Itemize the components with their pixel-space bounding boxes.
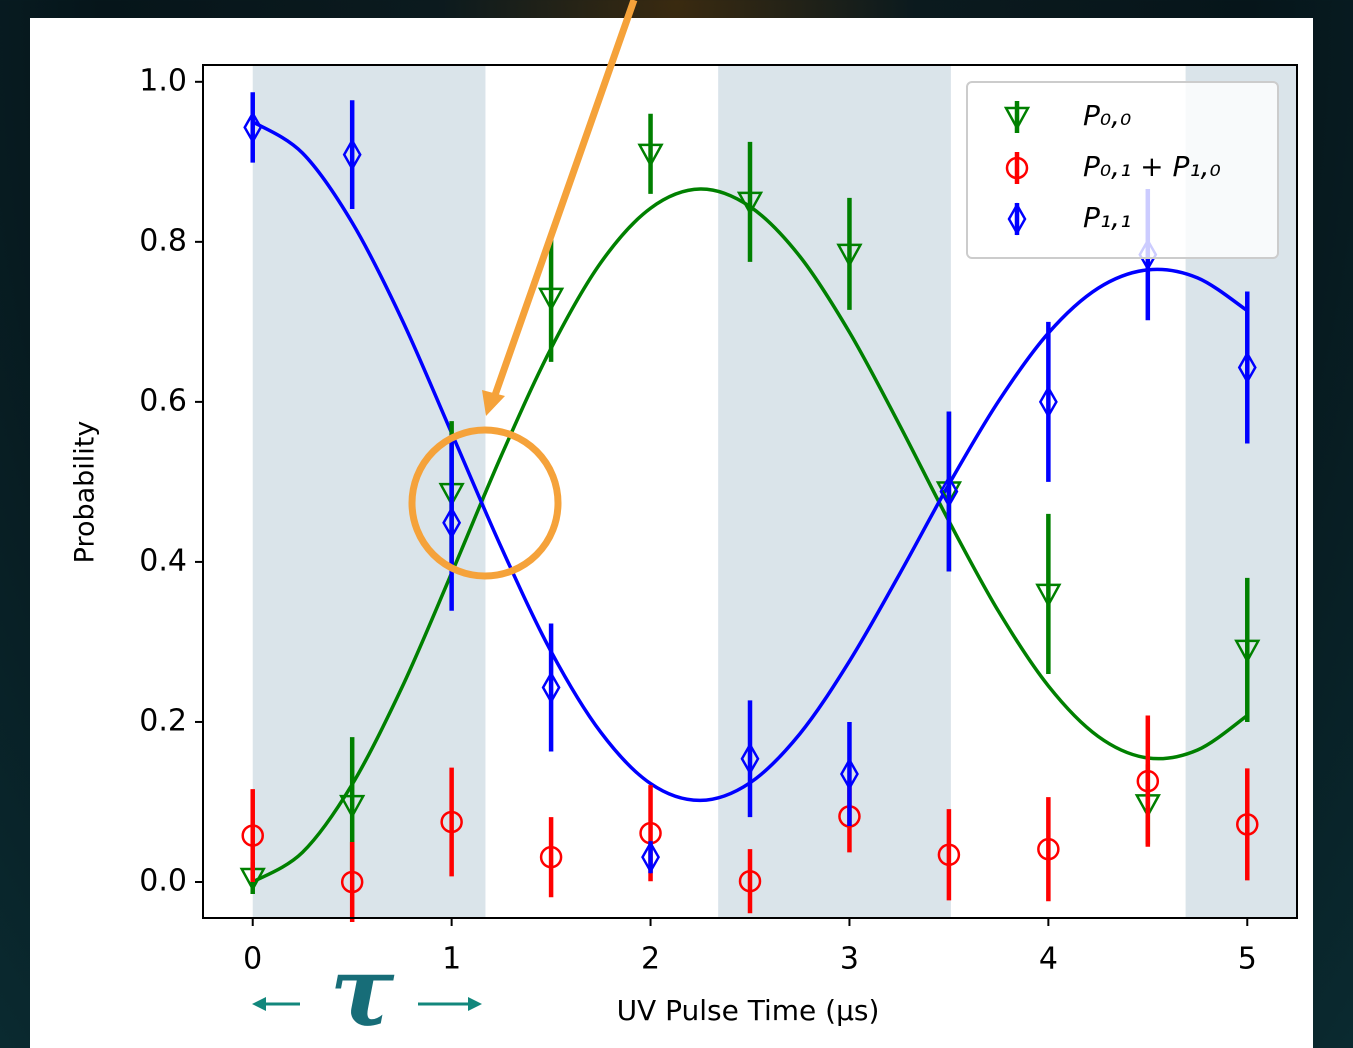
marker bbox=[541, 671, 561, 705]
x-tick-label: 0 bbox=[243, 942, 262, 977]
y-tick-label: 0.4 bbox=[139, 543, 187, 578]
legend: P₀,₀ P₀,₁ + P₁,₀ P₁,₁ bbox=[966, 81, 1279, 259]
x-tick-label: 5 bbox=[1238, 942, 1257, 977]
marker bbox=[243, 110, 263, 144]
marker bbox=[241, 824, 264, 847]
series-group bbox=[241, 715, 1259, 923]
tau-annotation: τ bbox=[252, 935, 482, 1048]
marker bbox=[1234, 639, 1261, 664]
x-tick-label: 1 bbox=[442, 942, 461, 977]
legend-label: P₀,₀ bbox=[1083, 99, 1131, 132]
axes-frame bbox=[202, 64, 1298, 919]
tau-label: τ bbox=[330, 935, 395, 1048]
marker bbox=[1007, 202, 1027, 236]
y-tick-label: 0.2 bbox=[139, 703, 187, 738]
marker bbox=[740, 742, 760, 776]
marker bbox=[736, 191, 764, 216]
marker bbox=[1236, 813, 1259, 836]
legend-label: P₁,₁ bbox=[1083, 201, 1131, 234]
highlight bbox=[408, 0, 638, 580]
marker bbox=[937, 843, 961, 867]
marker bbox=[738, 869, 762, 893]
marker bbox=[1136, 769, 1160, 793]
marker bbox=[939, 474, 959, 509]
series-group bbox=[243, 92, 1257, 874]
x-tick-label: 2 bbox=[641, 942, 660, 977]
arrow-head bbox=[468, 997, 482, 1011]
highlight-arrow bbox=[490, 0, 638, 400]
y-tick-label: 0.6 bbox=[139, 383, 187, 418]
x-tick-label: 3 bbox=[840, 942, 859, 977]
arrow-head bbox=[252, 997, 266, 1011]
marker bbox=[339, 794, 366, 819]
x-axis-label: UV Pulse Time (μs) bbox=[617, 994, 880, 1027]
fit-curve bbox=[251, 120, 1249, 803]
marker bbox=[342, 138, 362, 172]
y-tick-label: 1.0 bbox=[139, 63, 187, 98]
x-tick-label: 4 bbox=[1039, 942, 1058, 977]
shaded-region bbox=[252, 65, 486, 918]
marker bbox=[1037, 837, 1060, 861]
marker bbox=[1003, 106, 1031, 131]
legend-box bbox=[966, 81, 1279, 259]
marker bbox=[1038, 385, 1058, 419]
marker bbox=[340, 870, 364, 894]
marker bbox=[442, 506, 462, 540]
highlight-arrow-head bbox=[482, 390, 505, 416]
legend-label: P₀,₁ + P₁,₀ bbox=[1083, 150, 1221, 183]
marker bbox=[840, 757, 859, 791]
marker bbox=[641, 840, 660, 874]
marker bbox=[1035, 583, 1062, 608]
marker bbox=[637, 143, 664, 168]
y-tick-label: 0.0 bbox=[139, 863, 187, 898]
marker bbox=[440, 810, 463, 834]
marker bbox=[539, 845, 563, 869]
marker bbox=[836, 243, 863, 268]
marker bbox=[1005, 156, 1029, 180]
y-tick-label: 0.8 bbox=[139, 223, 187, 258]
highlight-circle bbox=[408, 426, 562, 580]
plot-area: 0 1 2 3 4 50.00.20.40.60.81.0P₀,₀P₀,₁ + P₁,₀P… bbox=[139, 63, 1298, 977]
y-axis-label: Probability bbox=[70, 421, 101, 564]
marker bbox=[537, 287, 565, 312]
marker bbox=[1237, 350, 1257, 384]
